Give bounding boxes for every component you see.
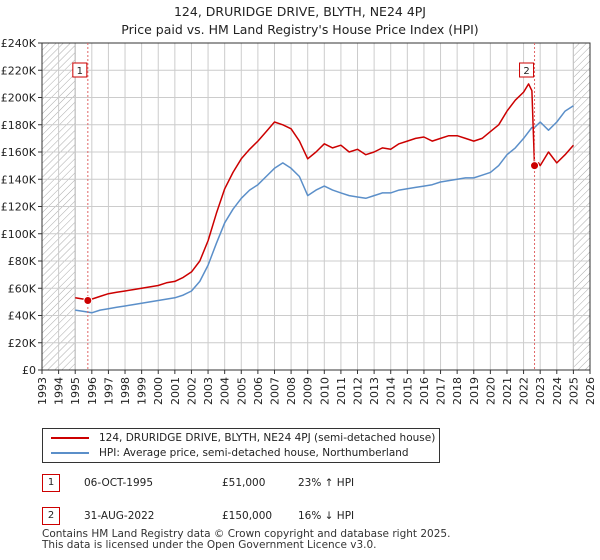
sale-date: 06-OCT-1995	[84, 477, 153, 489]
x-tick-label: 1997	[102, 377, 115, 405]
sale-badge: 1	[42, 474, 60, 492]
x-tick-label: 2024	[551, 377, 564, 405]
x-tick-label: 2014	[385, 377, 398, 405]
sale-badge: 2	[42, 507, 60, 525]
x-tick-label: 2017	[435, 377, 448, 405]
sale-marker-label: 1	[77, 66, 83, 77]
x-tick-label: 2018	[451, 377, 464, 405]
y-tick-label: £180K	[1, 119, 37, 132]
y-tick-label: £160K	[1, 146, 37, 159]
footer-license: This data is licensed under the Open Gov…	[42, 539, 377, 551]
y-tick-label: £100K	[1, 228, 37, 241]
x-tick-label: 2023	[534, 377, 547, 405]
x-tick-label: 2004	[219, 377, 232, 405]
x-tick-label: 2020	[484, 377, 497, 405]
y-tick-label: £40K	[8, 310, 37, 323]
chart-legend: 124, DRURIDGE DRIVE, BLYTH, NE24 4PJ (se…	[42, 428, 440, 463]
x-tick-label: 2015	[401, 377, 414, 405]
x-tick-label: 1995	[69, 377, 82, 405]
y-tick-label: £200K	[1, 92, 37, 105]
x-tick-label: 2025	[567, 377, 580, 405]
legend-label-property: 124, DRURIDGE DRIVE, BLYTH, NE24 4PJ (se…	[99, 432, 436, 444]
x-tick-label: 2019	[468, 377, 481, 405]
y-tick-label: £120K	[1, 201, 37, 214]
chart-title: 124, DRURIDGE DRIVE, BLYTH, NE24 4PJ	[173, 4, 426, 19]
y-tick-label: £240K	[1, 37, 37, 50]
footer: Contains HM Land Registry data © Crown c…	[42, 529, 450, 551]
x-tick-label: 1993	[36, 377, 49, 405]
x-tick-label: 2001	[169, 377, 182, 405]
x-tick-label: 2026	[584, 377, 597, 405]
x-tick-label: 2002	[185, 377, 198, 405]
x-tick-label: 2016	[418, 377, 431, 405]
x-tick-label: 2006	[252, 377, 265, 405]
sale-hpi-delta: 16% ↓ HPI	[298, 510, 355, 522]
y-tick-label: £80K	[8, 255, 37, 268]
y-tick-label: £60K	[8, 282, 37, 295]
x-tick-label: 2013	[368, 377, 381, 405]
series-line-hpi	[75, 105, 574, 314]
x-tick-label: 2005	[235, 377, 248, 405]
y-tick-label: £0	[22, 364, 36, 377]
x-tick-label: 1996	[86, 377, 99, 405]
sale-row: 1 06-OCT-1995 £51,000 23% ↑ HPI	[42, 474, 502, 494]
x-tick-label: 2010	[318, 377, 331, 405]
x-tick-label: 2003	[202, 377, 215, 405]
sale-marker-badge	[519, 62, 535, 78]
x-tick-label: 2000	[152, 377, 165, 405]
sale-point	[83, 296, 93, 306]
sale-marker-badge	[72, 62, 88, 78]
sale-row: 2 31-AUG-2022 £150,000 16% ↓ HPI	[42, 507, 502, 527]
y-tick-label: £140K	[1, 173, 37, 186]
x-tick-label: 2008	[285, 377, 298, 405]
x-tick-label: 1998	[119, 377, 132, 405]
sale-price: £51,000	[222, 477, 266, 489]
sale-hpi-delta: 23% ↑ HPI	[298, 477, 355, 489]
x-tick-label: 2022	[518, 377, 531, 405]
sale-point	[530, 161, 540, 171]
plot-frame	[41, 42, 591, 371]
legend-swatch-hpi	[51, 452, 89, 454]
x-tick-label: 1994	[53, 377, 66, 405]
sale-marker-label: 2	[523, 66, 529, 77]
x-tick-label: 2011	[335, 377, 348, 405]
sale-price: £150,000	[222, 510, 273, 522]
legend-entry-property: 124, DRURIDGE DRIVE, BLYTH, NE24 4PJ (se…	[51, 431, 435, 445]
price-chart: 1993 1994 1995 1996 1997 1998 1999 2000 2001 2002…	[1, 37, 597, 405]
y-tick-label: £20K	[8, 337, 37, 350]
x-tick-label: 2021	[501, 377, 514, 405]
chart-subtitle: Price paid vs. HM Land Registry's House …	[121, 22, 479, 37]
series-line-property	[75, 83, 574, 302]
x-tick-label: 2009	[302, 377, 315, 405]
legend-swatch-property	[51, 437, 89, 439]
sale-date: 31-AUG-2022	[84, 510, 155, 522]
x-tick-label: 1999	[136, 377, 149, 405]
y-tick-label: £220K	[1, 64, 37, 77]
footer-copyright: Contains HM Land Registry data © Crown c…	[42, 528, 451, 540]
x-tick-label: 2012	[352, 377, 365, 405]
legend-label-hpi: HPI: Average price, semi-detached house,…	[99, 447, 409, 459]
x-tick-label: 2007	[268, 377, 281, 405]
legend-entry-hpi: HPI: Average price, semi-detached house,…	[51, 446, 409, 460]
